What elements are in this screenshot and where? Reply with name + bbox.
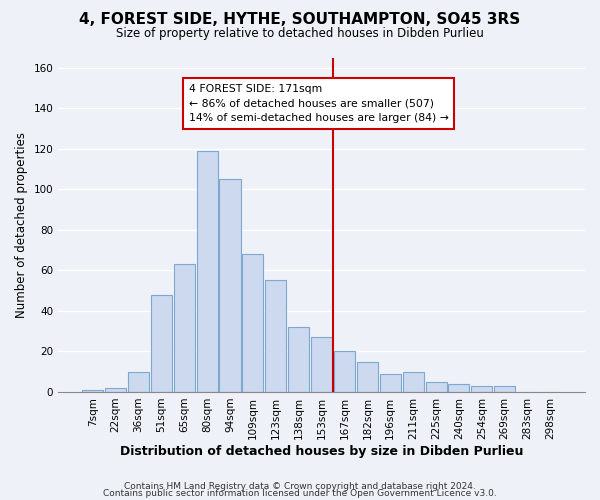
Bar: [380, 374, 401, 392]
Bar: [494, 386, 515, 392]
Text: Contains HM Land Registry data © Crown copyright and database right 2024.: Contains HM Land Registry data © Crown c…: [124, 482, 476, 491]
Bar: [425, 382, 446, 392]
Y-axis label: Number of detached properties: Number of detached properties: [15, 132, 28, 318]
Bar: [105, 388, 126, 392]
Bar: [242, 254, 263, 392]
Text: 4 FOREST SIDE: 171sqm
← 86% of detached houses are smaller (507)
14% of semi-det: 4 FOREST SIDE: 171sqm ← 86% of detached …: [189, 84, 449, 124]
Bar: [82, 390, 103, 392]
Text: Contains public sector information licensed under the Open Government Licence v3: Contains public sector information licen…: [103, 490, 497, 498]
Bar: [448, 384, 469, 392]
Bar: [128, 372, 149, 392]
Bar: [357, 362, 378, 392]
Bar: [265, 280, 286, 392]
Bar: [197, 150, 218, 392]
Bar: [151, 294, 172, 392]
Text: 4, FOREST SIDE, HYTHE, SOUTHAMPTON, SO45 3RS: 4, FOREST SIDE, HYTHE, SOUTHAMPTON, SO45…: [79, 12, 521, 28]
Bar: [173, 264, 195, 392]
X-axis label: Distribution of detached houses by size in Dibden Purlieu: Distribution of detached houses by size …: [120, 444, 523, 458]
Text: Size of property relative to detached houses in Dibden Purlieu: Size of property relative to detached ho…: [116, 28, 484, 40]
Bar: [472, 386, 493, 392]
Bar: [403, 372, 424, 392]
Bar: [311, 337, 332, 392]
Bar: [220, 179, 241, 392]
Bar: [334, 352, 355, 392]
Bar: [288, 327, 309, 392]
